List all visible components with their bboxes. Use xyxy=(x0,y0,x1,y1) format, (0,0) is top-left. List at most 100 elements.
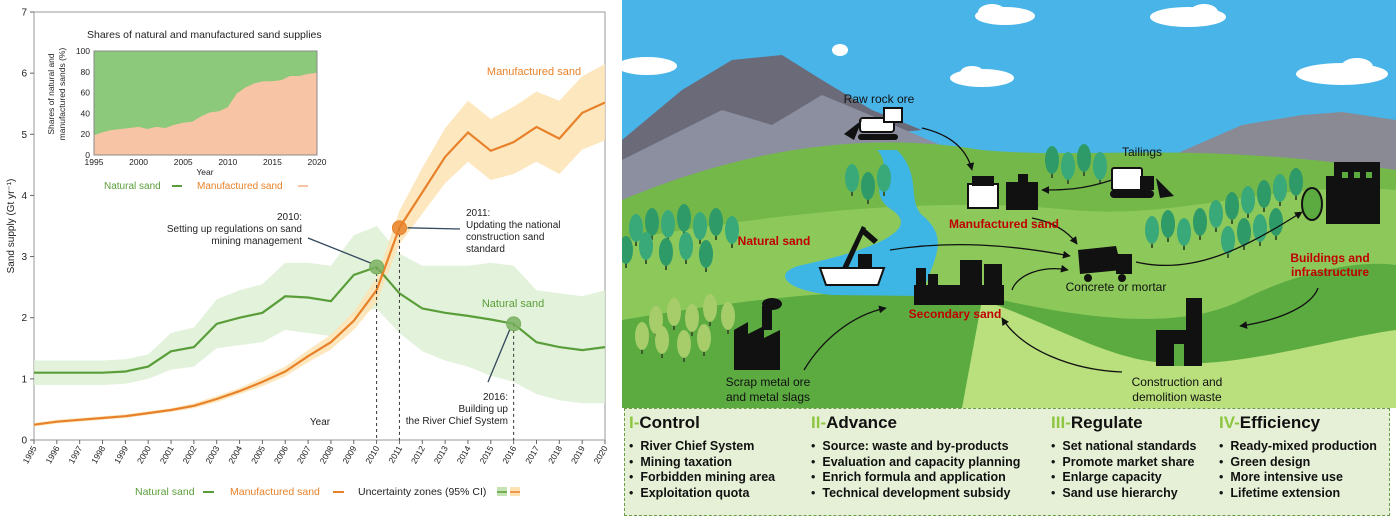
tree xyxy=(635,322,649,354)
policy-items: Source: waste and by-products Evaluation… xyxy=(811,439,1020,501)
annotations: 2010:Setting up regulations on sandminin… xyxy=(167,208,561,427)
annotation-arrow xyxy=(407,227,461,230)
policy-number: IV- xyxy=(1219,413,1240,432)
tree xyxy=(725,216,739,248)
annotation-text: the River Chief System xyxy=(406,416,508,427)
policy-title: Efficiency xyxy=(1239,413,1321,432)
concrete-label: Concrete or mortar xyxy=(1066,280,1167,294)
policy-item: Enrich formula and application xyxy=(811,470,1020,486)
x-axis-label: Year xyxy=(310,417,331,428)
policy-item: Lifetime extension xyxy=(1219,486,1377,502)
tree-crown xyxy=(1177,218,1191,246)
x-tick-label: 2018 xyxy=(546,444,564,466)
tree xyxy=(645,208,659,240)
tree xyxy=(1193,208,1207,240)
series-line-manufactured xyxy=(33,101,606,426)
annotation-text: Building up xyxy=(459,404,509,415)
inset-y-tick-label: 0 xyxy=(85,150,90,160)
raw-rock-ore-label: Raw rock ore xyxy=(844,92,915,106)
tree xyxy=(619,236,633,268)
tree xyxy=(861,172,875,204)
tailings-label: Tailings xyxy=(1122,145,1162,159)
sand-flow-diagram-panel: Raw rock ore Tailings Manufactured sand … xyxy=(617,0,1396,524)
tree-crown xyxy=(1061,152,1075,180)
scrap-factory-icon xyxy=(734,298,782,370)
annotation-text: 2016: xyxy=(483,392,508,403)
tree xyxy=(639,232,653,264)
highlight-marker xyxy=(506,316,522,332)
tree xyxy=(661,210,675,242)
tree-crown xyxy=(629,214,643,242)
tree xyxy=(1061,152,1075,184)
policy-item: Green design xyxy=(1219,455,1377,471)
clouds xyxy=(617,4,1388,87)
policy-title: Advance xyxy=(826,413,897,432)
tree-crown xyxy=(1257,180,1271,208)
policy-number: I- xyxy=(629,413,640,432)
x-tick-label: 2015 xyxy=(477,444,495,466)
ci-band-natural xyxy=(34,226,605,404)
scrap-label-line2: and metal slags xyxy=(726,390,810,404)
policy-heading: II-Advance xyxy=(811,413,1020,433)
policy-items: River Chief System Mining taxation Forbi… xyxy=(629,439,775,501)
policy-heading: III-Regulate xyxy=(1051,413,1196,433)
policy-item: Evaluation and capacity planning xyxy=(811,455,1020,471)
tree xyxy=(721,302,735,334)
inset-legend-manufactured: Manufactured sand xyxy=(197,181,283,192)
x-tick-label: 2016 xyxy=(500,444,518,466)
tree-crown xyxy=(1093,152,1107,180)
y-tick-label: 1 xyxy=(21,374,27,385)
annotation-text: mining management xyxy=(211,236,302,247)
inset-frame xyxy=(93,50,318,156)
x-tick-label: 2017 xyxy=(523,444,541,466)
tree xyxy=(1257,180,1271,212)
inset-manufactured-area xyxy=(94,72,317,155)
tree-crown xyxy=(1273,174,1287,202)
x-tick-label: 2000 xyxy=(135,444,153,466)
annotation-arrow xyxy=(487,329,511,383)
policy-item: Source: waste and by-products xyxy=(811,439,1020,455)
policy-items: Set national standards Promote market sh… xyxy=(1051,439,1196,501)
tree-crown xyxy=(1225,192,1239,220)
tree xyxy=(877,164,891,196)
tree xyxy=(1209,200,1223,232)
policy-column-advance: II-Advance Source: waste and by-products… xyxy=(811,413,1020,501)
policy-item: Technical development subsidy xyxy=(811,486,1020,502)
tree-crown xyxy=(677,330,691,358)
inset-y-label-line2: manufactured sands (%) xyxy=(57,48,67,141)
x-tick-label: 2005 xyxy=(249,444,267,466)
tree xyxy=(697,324,711,356)
tree xyxy=(685,304,699,336)
annotation-arrow xyxy=(307,237,371,264)
tree-crown xyxy=(861,172,875,200)
policy-title: Control xyxy=(639,413,700,432)
tree xyxy=(659,238,673,270)
y-axis-label: Sand supply (Gt yr⁻¹) xyxy=(6,179,17,274)
tree-crown xyxy=(721,302,735,330)
chart-legend: Natural sand Manufactured sand Uncertain… xyxy=(135,486,520,498)
inset-legend-natural: Natural sand xyxy=(104,181,161,192)
buildings-label-line2: infrastructure xyxy=(1291,265,1369,279)
annotation-text: Setting up regulations on sand xyxy=(167,224,302,235)
natural-sand-label: Natural sand xyxy=(738,234,811,248)
policy-number: III- xyxy=(1051,413,1071,432)
tree-crown xyxy=(703,294,717,322)
tree-crown xyxy=(1237,218,1251,246)
tree xyxy=(1145,216,1159,248)
annotation-text: construction sand xyxy=(466,232,544,243)
annotation-text: standard xyxy=(466,244,505,255)
policy-column-control: I-Control River Chief System Mining taxa… xyxy=(629,413,775,501)
tree-crown xyxy=(725,216,739,244)
uncertainty-bands xyxy=(34,64,605,427)
tree xyxy=(1161,210,1175,242)
policy-item: More intensive use xyxy=(1219,470,1377,486)
highlight-guides xyxy=(369,220,522,440)
tree-crown xyxy=(619,236,633,264)
inset-x-tick-label: 2020 xyxy=(308,157,327,167)
x-tick-label: 2007 xyxy=(295,444,313,466)
manufactured-sand-label: Manufactured sand xyxy=(949,217,1059,231)
policy-item: Promote market share xyxy=(1051,455,1196,471)
tree xyxy=(1077,144,1091,176)
tree-crown xyxy=(845,164,859,192)
